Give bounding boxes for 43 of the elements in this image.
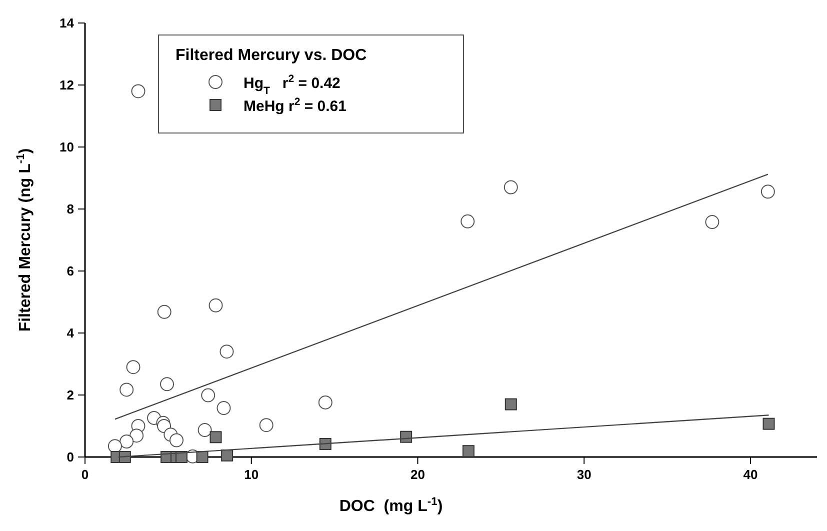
point <box>220 344 234 359</box>
point <box>460 214 475 228</box>
point <box>126 360 140 374</box>
y-tick-label: 2 <box>66 388 74 402</box>
point <box>760 184 775 199</box>
y-tick-label: 12 <box>60 78 74 92</box>
legend-label: MeHg r$^{2}$ = 0.61 <box>244 96 346 115</box>
point <box>705 215 720 230</box>
point <box>131 84 146 98</box>
point <box>259 418 274 432</box>
y-tick-label: 6 <box>66 264 74 278</box>
y-tick-label: 14 <box>60 16 75 30</box>
point <box>108 439 122 454</box>
x-tick-label: 0 <box>81 467 89 482</box>
point <box>762 418 775 430</box>
point <box>318 395 332 410</box>
point <box>208 298 223 312</box>
legend-label: Hg$_{T}$ r$^{2}$ = 0.42 <box>244 73 340 97</box>
y-tick-label: 10 <box>60 140 74 154</box>
y-tick-label: 0 <box>66 450 74 464</box>
y-tick-label: 4 <box>66 326 75 340</box>
point <box>221 449 234 462</box>
point <box>198 423 212 438</box>
point <box>170 433 184 448</box>
point <box>504 398 517 410</box>
x-tick-label: 30 <box>576 467 592 482</box>
x-tick-label: 40 <box>743 467 758 482</box>
point <box>504 180 518 194</box>
point <box>120 434 134 448</box>
y-tick-label: 8 <box>66 202 74 216</box>
point <box>196 451 208 463</box>
point <box>210 431 222 444</box>
point <box>201 388 216 402</box>
point <box>160 377 174 392</box>
x-tick-label: 20 <box>410 467 425 482</box>
point <box>462 445 474 458</box>
point <box>157 304 172 319</box>
x-tick-label: 10 <box>244 467 259 482</box>
point <box>130 428 144 443</box>
point <box>120 382 134 397</box>
point <box>216 401 231 416</box>
legend-title: Filtered Mercury vs. DOC <box>176 47 368 64</box>
x-axis-title: DOC (mg L$^{-1}$) <box>339 496 443 515</box>
